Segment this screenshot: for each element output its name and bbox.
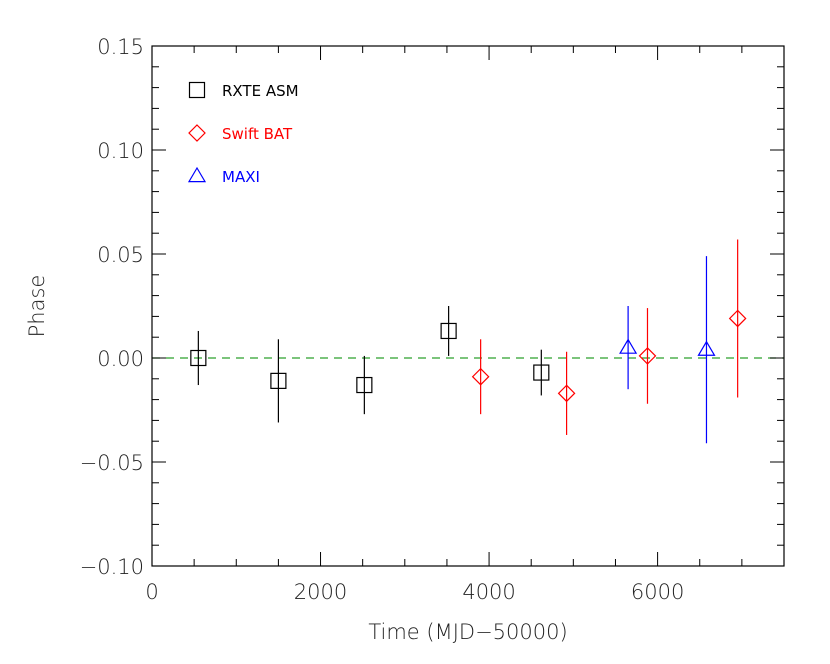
legend: RXTE ASM Swift BAT MAXI (187, 81, 299, 186)
legend-label-swift-bat: Swift BAT (222, 125, 293, 143)
x-tick-label: 2000 (294, 580, 347, 604)
y-tick-label: −0.10 (80, 555, 144, 579)
x-axis-title: Time (MJD−50000) (368, 620, 567, 644)
plot-frame (151, 45, 785, 567)
axes: 0 2000 4000 6000 −0.10 −0.05 0.00 0.05 0.10 0.15 (80, 35, 785, 604)
y-tick-label: 0.10 (97, 139, 144, 163)
y-axis-title: Phase (25, 275, 49, 338)
rxte-asm-point (270, 372, 287, 389)
rxte-asm-point (440, 322, 457, 340)
legend-marker-rxte-asm (188, 81, 206, 99)
legend-marker-maxi (187, 166, 207, 183)
x-tick-label: 0 (145, 580, 158, 604)
y-tick-label: 0.00 (97, 347, 144, 371)
rxte-asm-point (356, 376, 373, 394)
rxte-asm-point (533, 364, 550, 381)
swift-bat-point (471, 367, 490, 386)
legend-label-maxi: MAXI (222, 168, 260, 186)
swift-bat-point (557, 384, 576, 403)
y-tick-label: 0.15 (97, 35, 144, 59)
plot-area (152, 239, 784, 444)
swift-bat-point (728, 309, 747, 328)
x-tick-label: 6000 (631, 580, 684, 604)
x-tick-label: 4000 (462, 580, 515, 604)
rxte-asm-point (190, 349, 207, 367)
maxi-point (619, 338, 638, 354)
maxi-point (697, 340, 716, 356)
legend-marker-swift-bat (188, 124, 206, 142)
legend-label-rxte-asm: RXTE ASM (222, 82, 299, 100)
y-tick-label: 0.05 (97, 243, 144, 267)
y-tick-label: −0.05 (80, 451, 144, 475)
swift-bat-point (638, 347, 657, 365)
